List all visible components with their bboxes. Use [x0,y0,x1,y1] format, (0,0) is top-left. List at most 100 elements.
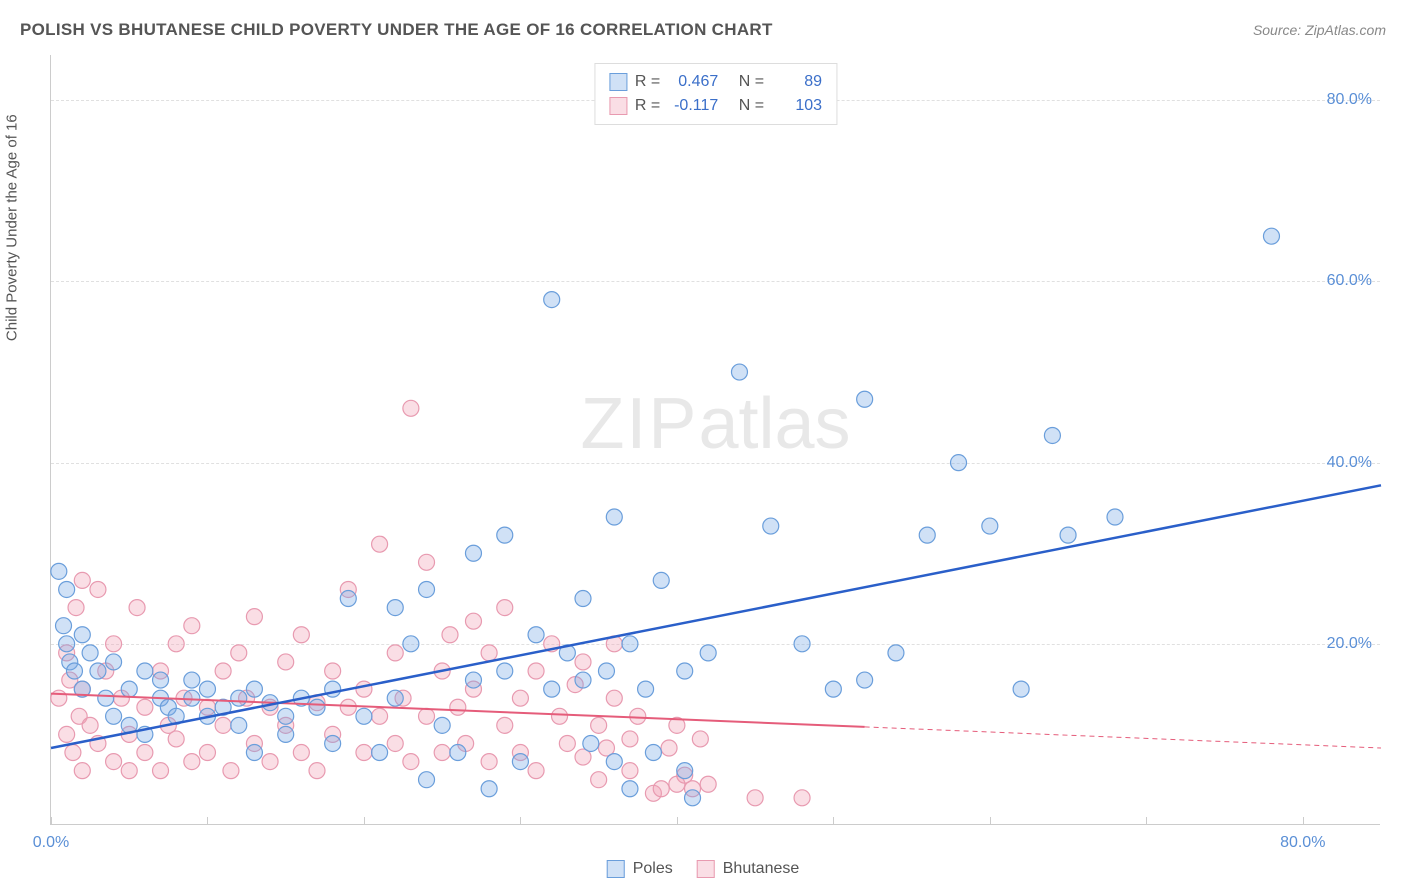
data-point-poles [857,391,873,407]
data-point-bhutanese [434,745,450,761]
data-point-bhutanese [262,754,278,770]
data-point-poles [137,663,153,679]
data-point-bhutanese [387,645,403,661]
data-point-bhutanese [692,731,708,747]
data-point-poles [450,745,466,761]
data-point-poles [106,654,122,670]
data-point-poles [598,663,614,679]
data-point-bhutanese [450,699,466,715]
data-point-poles [56,618,72,634]
data-point-poles [982,518,998,534]
x-tick [364,817,365,825]
data-point-bhutanese [65,745,81,761]
data-point-bhutanese [372,708,388,724]
data-point-bhutanese [552,708,568,724]
data-point-poles [246,745,262,761]
n-label: N = [739,94,764,118]
legend-item-poles: Poles [607,860,673,878]
data-point-bhutanese [293,745,309,761]
data-point-bhutanese [129,600,145,616]
y-tick-label: 40.0% [1327,454,1372,472]
data-point-bhutanese [403,754,419,770]
data-point-poles [497,663,513,679]
x-tick [677,817,678,825]
data-point-poles [403,636,419,652]
data-point-bhutanese [528,763,544,779]
data-point-poles [677,763,693,779]
data-point-bhutanese [215,717,231,733]
n-value-poles: 89 [772,70,822,94]
x-tick [51,817,52,825]
data-point-bhutanese [106,636,122,652]
data-point-poles [1044,427,1060,443]
legend-swatch-bhutanese [609,97,627,115]
data-point-bhutanese [199,745,215,761]
data-point-poles [497,527,513,543]
x-tick [207,817,208,825]
data-point-bhutanese [419,554,435,570]
data-point-poles [246,681,262,697]
x-tick-label: 0.0% [33,834,69,852]
x-tick [1303,817,1304,825]
data-point-poles [98,690,114,706]
x-tick [520,817,521,825]
legend-swatch-poles [609,73,627,91]
data-point-bhutanese [293,627,309,643]
data-point-poles [231,717,247,733]
data-point-poles [278,708,294,724]
data-point-poles [419,772,435,788]
data-point-bhutanese [622,763,638,779]
data-point-bhutanese [223,763,239,779]
data-point-poles [825,681,841,697]
data-point-poles [356,708,372,724]
data-point-bhutanese [512,690,528,706]
data-point-poles [481,781,497,797]
data-point-poles [575,672,591,688]
data-point-bhutanese [403,400,419,416]
legend-row-poles: R = 0.467 N = 89 [609,70,822,94]
data-point-poles [1013,681,1029,697]
data-point-bhutanese [309,763,325,779]
data-point-poles [434,717,450,733]
data-point-poles [231,690,247,706]
data-point-poles [74,627,90,643]
data-point-poles [1060,527,1076,543]
x-tick-label: 80.0% [1280,834,1325,852]
data-point-poles [622,781,638,797]
data-point-poles [59,581,75,597]
series-legend: Poles Bhutanese [607,860,800,878]
trend-line-bhutanese-extrapolated [865,727,1381,748]
legend-item-bhutanese: Bhutanese [697,860,800,878]
data-point-bhutanese [137,745,153,761]
data-point-poles [951,455,967,471]
data-point-bhutanese [340,699,356,715]
data-point-poles [888,645,904,661]
data-point-bhutanese [528,663,544,679]
data-point-poles [90,663,106,679]
data-point-bhutanese [184,618,200,634]
data-point-bhutanese [747,790,763,806]
data-point-bhutanese [419,708,435,724]
data-point-bhutanese [278,654,294,670]
data-point-bhutanese [51,690,67,706]
data-point-poles [763,518,779,534]
data-point-bhutanese [591,772,607,788]
data-point-poles [1107,509,1123,525]
data-point-poles [645,745,661,761]
data-point-poles [465,545,481,561]
source-attribution: Source: ZipAtlas.com [1253,22,1386,38]
data-point-poles [528,627,544,643]
data-point-poles [638,681,654,697]
data-point-poles [1263,228,1279,244]
data-point-poles [59,636,75,652]
data-point-poles [731,364,747,380]
data-point-poles [700,645,716,661]
data-point-bhutanese [153,763,169,779]
legend-swatch-poles [607,860,625,878]
data-point-poles [325,735,341,751]
data-point-poles [857,672,873,688]
legend-row-bhutanese: R = -0.117 N = 103 [609,94,822,118]
data-point-bhutanese [794,790,810,806]
x-tick [1146,817,1147,825]
data-point-bhutanese [559,735,575,751]
